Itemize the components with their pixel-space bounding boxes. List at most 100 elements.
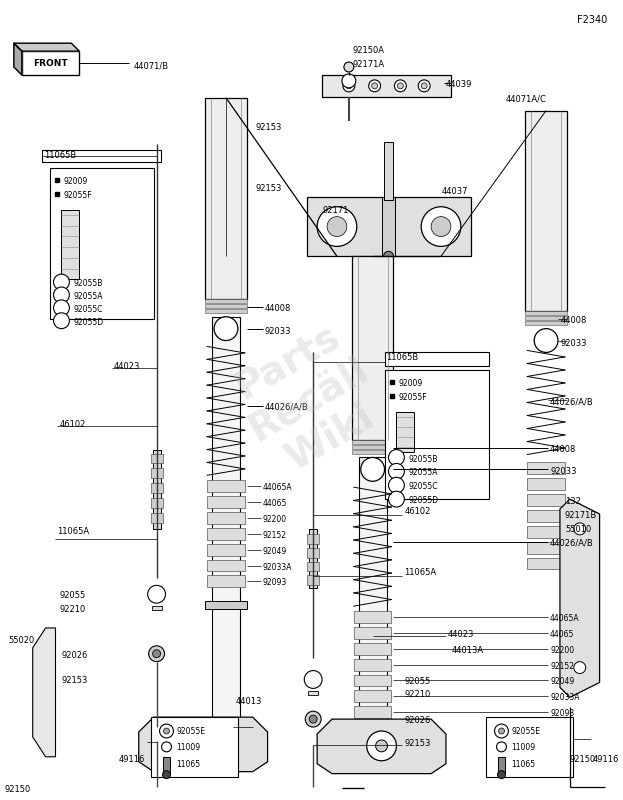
- Bar: [151, 717, 238, 777]
- Text: 92200: 92200: [263, 515, 287, 524]
- Circle shape: [361, 458, 384, 482]
- Bar: [354, 658, 391, 670]
- Bar: [354, 611, 391, 623]
- Circle shape: [214, 317, 238, 341]
- Bar: [207, 575, 245, 587]
- Text: 92153: 92153: [255, 122, 282, 131]
- Text: 44071A/C: 44071A/C: [505, 94, 546, 104]
- Circle shape: [421, 83, 427, 89]
- Polygon shape: [139, 717, 268, 772]
- Bar: [352, 445, 394, 449]
- Bar: [307, 534, 319, 544]
- Bar: [207, 480, 245, 492]
- Text: 92150: 92150: [570, 755, 596, 764]
- Text: 49116: 49116: [592, 755, 619, 764]
- Polygon shape: [317, 719, 446, 774]
- Bar: [525, 321, 567, 325]
- Bar: [307, 197, 471, 256]
- Text: 92033A: 92033A: [263, 562, 292, 571]
- Text: FRONT: FRONT: [33, 58, 68, 67]
- Text: 92200: 92200: [550, 646, 574, 654]
- Polygon shape: [560, 499, 599, 698]
- Text: 44026/A/B: 44026/A/B: [550, 538, 594, 548]
- Circle shape: [384, 251, 394, 262]
- Circle shape: [389, 478, 404, 493]
- Bar: [151, 454, 163, 463]
- Text: 92055D: 92055D: [74, 318, 103, 326]
- Bar: [207, 528, 245, 540]
- Text: 92171A: 92171A: [353, 60, 385, 69]
- Text: 92055E: 92055E: [176, 727, 206, 736]
- Circle shape: [498, 728, 505, 734]
- Text: 44065: 44065: [550, 630, 574, 639]
- Text: 55020: 55020: [8, 636, 34, 645]
- Text: 11065B: 11065B: [44, 151, 76, 160]
- Text: 46102: 46102: [59, 420, 86, 429]
- Text: 11009: 11009: [176, 743, 201, 752]
- Circle shape: [498, 770, 505, 778]
- Circle shape: [389, 450, 404, 466]
- Text: 92049: 92049: [550, 678, 574, 686]
- Bar: [352, 440, 394, 444]
- Text: 55010: 55010: [565, 525, 591, 534]
- Text: 92033A: 92033A: [550, 694, 579, 702]
- Bar: [22, 51, 79, 75]
- Bar: [527, 510, 565, 522]
- Bar: [525, 110, 567, 311]
- Circle shape: [161, 742, 171, 752]
- Text: 44013: 44013: [236, 698, 262, 706]
- Text: 92055E: 92055E: [511, 727, 540, 736]
- Bar: [205, 309, 247, 313]
- Text: 92055B: 92055B: [408, 454, 438, 463]
- Text: 11065B: 11065B: [386, 354, 419, 362]
- Bar: [151, 483, 163, 493]
- Text: 44008: 44008: [561, 316, 587, 325]
- Text: 11065: 11065: [511, 760, 536, 769]
- Text: 92055C: 92055C: [408, 482, 438, 491]
- Bar: [354, 643, 391, 654]
- Bar: [205, 98, 247, 299]
- Bar: [352, 256, 394, 440]
- Circle shape: [376, 740, 388, 752]
- Bar: [307, 562, 319, 571]
- Text: 44008: 44008: [550, 445, 576, 454]
- Text: 92210: 92210: [404, 690, 430, 699]
- Text: 92055A: 92055A: [74, 292, 103, 301]
- Text: 92210: 92210: [59, 605, 86, 614]
- Circle shape: [153, 650, 161, 658]
- Bar: [384, 370, 488, 499]
- Bar: [307, 575, 319, 586]
- Circle shape: [317, 206, 357, 246]
- Circle shape: [54, 274, 69, 290]
- Bar: [153, 450, 161, 529]
- Circle shape: [159, 724, 173, 738]
- Text: 44023: 44023: [448, 630, 474, 639]
- Circle shape: [54, 313, 69, 329]
- Text: 92033: 92033: [265, 326, 291, 336]
- Bar: [207, 544, 245, 555]
- Circle shape: [188, 729, 218, 758]
- Text: 44065: 44065: [263, 499, 287, 508]
- Text: 92055B: 92055B: [74, 279, 103, 288]
- Text: 11065A: 11065A: [57, 527, 90, 536]
- Circle shape: [372, 83, 378, 89]
- Text: 44023: 44023: [114, 362, 140, 371]
- Bar: [151, 606, 161, 610]
- Bar: [207, 512, 245, 524]
- Text: 11065: 11065: [176, 760, 201, 769]
- Bar: [354, 690, 391, 702]
- Bar: [396, 412, 414, 451]
- Bar: [527, 462, 565, 474]
- Bar: [525, 316, 567, 320]
- Bar: [498, 757, 505, 773]
- Circle shape: [497, 742, 506, 752]
- Text: 49116: 49116: [119, 755, 145, 764]
- Circle shape: [394, 80, 406, 92]
- Circle shape: [151, 729, 163, 741]
- Circle shape: [574, 523, 586, 534]
- Bar: [384, 142, 394, 200]
- Bar: [151, 498, 163, 508]
- Circle shape: [418, 80, 430, 92]
- Bar: [384, 353, 488, 366]
- Bar: [352, 450, 394, 454]
